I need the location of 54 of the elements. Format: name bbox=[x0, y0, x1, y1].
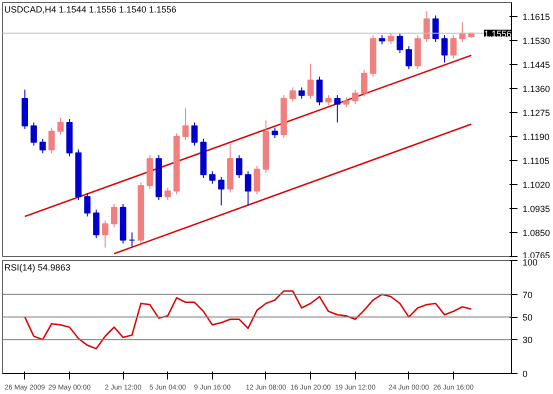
candlestick bbox=[352, 89, 358, 105]
y-tick-label: 50 bbox=[522, 312, 533, 322]
candlestick bbox=[316, 76, 323, 106]
candlestick bbox=[218, 176, 224, 206]
candlestick bbox=[254, 165, 260, 195]
y-tick-label: 1.1445 bbox=[522, 60, 550, 70]
y-tick-label: 1.0935 bbox=[522, 204, 550, 214]
candlestick bbox=[57, 117, 64, 136]
candlestick bbox=[441, 34, 448, 64]
chart-title: RSI(14) 54.9863 bbox=[4, 262, 70, 272]
candlestick bbox=[93, 209, 100, 239]
candlestick bbox=[110, 204, 118, 228]
y-tick-label: 1.1275 bbox=[522, 108, 550, 118]
candlestick bbox=[30, 122, 37, 146]
y-tick-label: 0 bbox=[522, 369, 528, 379]
candlestick bbox=[360, 69, 368, 97]
candlestick bbox=[298, 86, 305, 100]
candlestick bbox=[272, 127, 278, 138]
candlestick bbox=[423, 10, 430, 43]
y-tick-label: 100 bbox=[522, 258, 538, 268]
line-series bbox=[24, 290, 472, 350]
candlestick bbox=[388, 32, 394, 45]
candlestick bbox=[128, 232, 136, 248]
candlestick bbox=[182, 108, 189, 140]
y-tick-label: 1.1020 bbox=[522, 180, 550, 190]
candlestick bbox=[191, 122, 198, 146]
candlestick bbox=[236, 154, 242, 179]
candlestick bbox=[102, 220, 108, 248]
candlestick bbox=[432, 14, 439, 43]
y-tick-label: 30 bbox=[522, 335, 533, 346]
candlestick bbox=[334, 94, 341, 123]
y-tick-label: 1.1615 bbox=[522, 12, 550, 22]
y-tick-label: 1.0850 bbox=[522, 228, 550, 238]
y-tick-label: 1.1105 bbox=[522, 156, 550, 166]
y-tick-label: 1.1360 bbox=[522, 84, 550, 94]
y-tick-label: 1.1190 bbox=[522, 132, 550, 142]
candlestick bbox=[290, 86, 296, 102]
candlestick bbox=[244, 170, 252, 206]
y-tick-label: 1.1530 bbox=[522, 36, 550, 46]
candlestick bbox=[209, 170, 216, 184]
candlestick bbox=[325, 94, 332, 106]
candlestick bbox=[84, 192, 91, 217]
candlestick bbox=[378, 34, 386, 45]
candlestick bbox=[307, 63, 314, 100]
chart-title: USDCAD,H4 1.1544 1.1556 1.1540 1.1556 bbox=[4, 4, 176, 14]
candlestick bbox=[343, 96, 350, 108]
candlestick bbox=[164, 187, 171, 201]
candlestick bbox=[406, 46, 412, 70]
candlestick bbox=[48, 127, 55, 154]
candlestick bbox=[450, 34, 457, 59]
y-tick-label: 70 bbox=[522, 290, 533, 300]
candlestick bbox=[396, 32, 404, 54]
ref-line-label: 1.1556 bbox=[484, 28, 512, 39]
candlestick bbox=[40, 138, 46, 154]
